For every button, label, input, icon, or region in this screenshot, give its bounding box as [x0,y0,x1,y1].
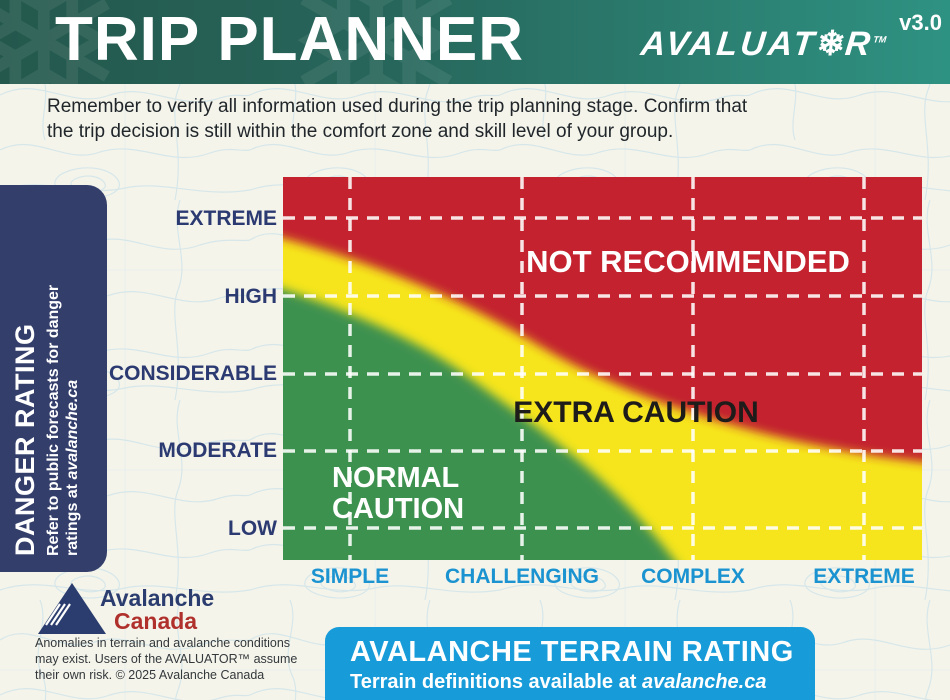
brand-canada: Canada [114,608,198,634]
trip-planner-chart: NOT RECOMMENDED EXTRA CAUTION NORMAL CAU… [283,177,922,560]
disclaimer-text: Anomalies in terrain and avalanche condi… [35,636,298,682]
danger-rating-sidebar: DANGER RATING Refer to public forecasts … [0,185,107,572]
avalanche-canada-logo-icon [38,583,106,634]
page-title: TRIP PLANNER [55,5,525,74]
intro-text: Remember to verify all information used … [47,96,748,142]
zone-label-extra-caution: EXTRA CAUTION [513,396,759,429]
trademark-symbol: TM [872,34,887,45]
terrain-rating-subtitle: Terrain definitions available at avalanc… [350,671,767,693]
snowflake-watermark-icon: ❅ [280,0,473,84]
version-label: v3.0 [899,10,942,35]
zone-label-normal-caution-line2: CAUTION [332,493,464,525]
zone-normal-caution [283,289,675,560]
avalanche-terrain-rating-box: AVALANCHE TERRAIN RATING Terrain definit… [325,627,815,700]
avaluator-logo: AVALUAT❄RTM [639,25,887,63]
snowflake-watermark-icon: ❅ [0,0,128,84]
zone-not-recommended [283,177,922,463]
y-axis-label-low: LOW [228,517,277,540]
avalanche-ca-link: avalanche.ca [64,379,81,480]
y-axis-label-considerable: CONSIDERABLE [108,362,277,385]
danger-rating-subtitle: Refer to public forecasts for danger rat… [45,284,81,556]
danger-rating-title: DANGER RATING [10,323,40,557]
x-axis-label-challenging: CHALLENGING [445,565,599,588]
zone-label-not-recommended: NOT RECOMMENDED [526,244,850,279]
zone-label-normal-caution-line1: NORMAL [332,462,459,494]
avalanche-ca-link: avalanche.ca [641,671,767,693]
x-axis-label-simple: SIMPLE [310,565,390,588]
y-axis-label-high: HIGH [224,285,278,308]
x-axis-label-complex: COMPLEX [641,565,745,588]
x-axis-label-extreme: EXTREME [813,565,915,588]
header-banner: ❅ ❅ TRIP PLANNER AVALUAT❄RTM v3.0 [0,0,950,84]
brand-avalanche: Avalanche [100,585,215,611]
terrain-rating-title: AVALANCHE TERRAIN RATING [350,636,794,668]
gridlines [283,177,922,560]
y-axis-label-extreme: EXTREME [175,207,277,230]
y-axis-label-moderate: MODERATE [158,439,277,462]
